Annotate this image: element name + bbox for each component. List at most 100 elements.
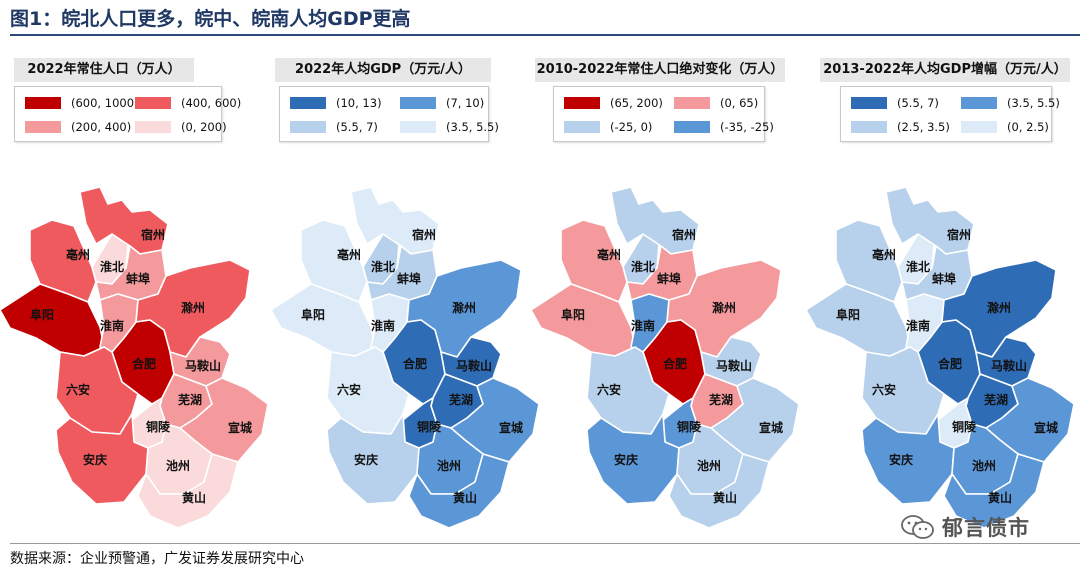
region-label: 宣城 (1034, 420, 1058, 435)
legend-swatch (674, 121, 710, 133)
region-label: 淮北 (906, 259, 930, 274)
region-label: 铜陵 (677, 419, 702, 434)
panel-title: 2013-2022年人均GDP增幅（万元/人） (820, 58, 1070, 82)
region-黄山 (137, 453, 239, 529)
legend-label: (65, 200) (610, 96, 663, 110)
legend-swatch (25, 121, 61, 133)
panel-title: 2022年人均GDP（万元/人） (275, 58, 491, 82)
legend-label: (400, 600) (181, 96, 242, 110)
region-宿州 (79, 186, 169, 255)
legend-label: (0, 2.5) (1007, 120, 1049, 134)
legend-swatch (135, 97, 171, 109)
legend-swatch (961, 121, 997, 133)
region-label: 黄山 (182, 490, 206, 505)
region-label: 池州 (437, 458, 461, 473)
legend-label: (0, 65) (720, 96, 759, 110)
legend-label: (600, 1000) (71, 96, 139, 110)
region-label: 马鞍山 (991, 358, 1027, 373)
region-六安 (861, 346, 945, 435)
region-label: 亳州 (337, 247, 361, 262)
region-label: 芜湖 (449, 392, 473, 407)
legend-label: (3.5, 5.5) (446, 120, 499, 134)
map-legend: (600, 1000) (400, 600) (200, 400) (0, 200) (14, 86, 241, 142)
region-宿州 (350, 186, 440, 255)
region-label: 六安 (872, 382, 896, 397)
region-label: 铜陵 (952, 419, 977, 434)
legend-swatch (961, 97, 997, 109)
region-label: 合肥 (132, 356, 156, 371)
region-label: 阜阳 (30, 307, 54, 322)
region-label: 滁州 (987, 300, 1011, 315)
legend-swatch (25, 97, 61, 109)
region-label: 淮南 (631, 318, 655, 333)
region-亳州 (560, 219, 628, 303)
legend-label: (10, 13) (336, 96, 382, 110)
region-label: 宿州 (141, 227, 165, 242)
region-label: 芜湖 (984, 392, 1008, 407)
region-label: 合肥 (663, 356, 687, 371)
legend-swatch (564, 97, 600, 109)
region-label: 芜湖 (178, 392, 202, 407)
region-黄山 (408, 453, 510, 529)
region-label: 滁州 (712, 300, 736, 315)
legend-swatch (135, 121, 171, 133)
legend-label: (-25, 0) (610, 120, 653, 134)
region-label: 池州 (166, 458, 190, 473)
region-label: 黄山 (713, 490, 737, 505)
region-宿州 (885, 186, 975, 255)
region-label: 马鞍山 (716, 358, 752, 373)
watermark-text: 郁言债市 (942, 516, 1030, 540)
region-label: 六安 (597, 382, 621, 397)
legend-label: (2.5, 3.5) (897, 120, 950, 134)
region-label: 芜湖 (709, 392, 733, 407)
map-legend: (10, 13) (7, 10) (5.5, 7) (3.5, 5.5) (279, 86, 499, 142)
region-label: 淮南 (371, 318, 395, 333)
region-label: 宣城 (228, 420, 252, 435)
region-亳州 (835, 219, 903, 303)
data-source-note: 数据来源：企业预警通，广发证券发展研究中心 (10, 551, 304, 567)
title-divider (10, 34, 1080, 36)
region-label: 安庆 (889, 452, 913, 467)
region-label: 安庆 (614, 452, 638, 467)
legend-swatch (851, 97, 887, 109)
region-label: 滁州 (452, 300, 476, 315)
region-label: 亳州 (872, 247, 896, 262)
region-宿州 (610, 186, 700, 255)
legend-label: (3.5, 5.5) (1007, 96, 1060, 110)
region-label: 蚌埠 (126, 271, 150, 286)
footer-divider (10, 543, 1080, 544)
map-panel-population-change: 2010-2022年常住人口绝对变化（万人） (65, 200) (0, 65) (-… (525, 52, 800, 529)
region-label: 池州 (697, 458, 721, 473)
legend-label: (-35, -25) (720, 120, 774, 134)
region-黄山 (943, 453, 1045, 529)
legend-label: (5.5, 7) (336, 120, 378, 134)
legend-swatch (674, 97, 710, 109)
region-label: 淮北 (100, 259, 124, 274)
region-label: 黄山 (453, 490, 477, 505)
legend-swatch (290, 121, 326, 133)
legend-label: (5.5, 7) (897, 96, 939, 110)
region-label: 宣城 (499, 420, 523, 435)
region-黄山 (668, 453, 770, 529)
region-label: 宿州 (947, 227, 971, 242)
legend-label: (0, 200) (181, 120, 227, 134)
region-label: 淮北 (371, 259, 395, 274)
region-label: 亳州 (597, 247, 621, 262)
region-六安 (586, 346, 670, 435)
region-label: 六安 (66, 382, 90, 397)
region-label: 阜阳 (301, 307, 325, 322)
map-panel-gdp-growth: 2013-2022年人均GDP增幅（万元/人） (5.5, 7) (3.5, 5.5… (800, 52, 1075, 529)
legend-label: (7, 10) (446, 96, 485, 110)
region-label: 蚌埠 (657, 271, 681, 286)
map-panel-gdp-per-capita-2022: 2022年人均GDP（万元/人） (10, 13) (7, 10) (5.5, 7)(… (265, 52, 540, 529)
wechat-icon (901, 515, 934, 539)
region-label: 宿州 (412, 227, 436, 242)
region-label: 淮南 (906, 318, 930, 333)
region-label: 淮南 (100, 318, 124, 333)
region-label: 阜阳 (836, 307, 860, 322)
region-label: 蚌埠 (397, 271, 421, 286)
panel-title: 2010-2022年常住人口绝对变化（万人） (535, 58, 785, 82)
